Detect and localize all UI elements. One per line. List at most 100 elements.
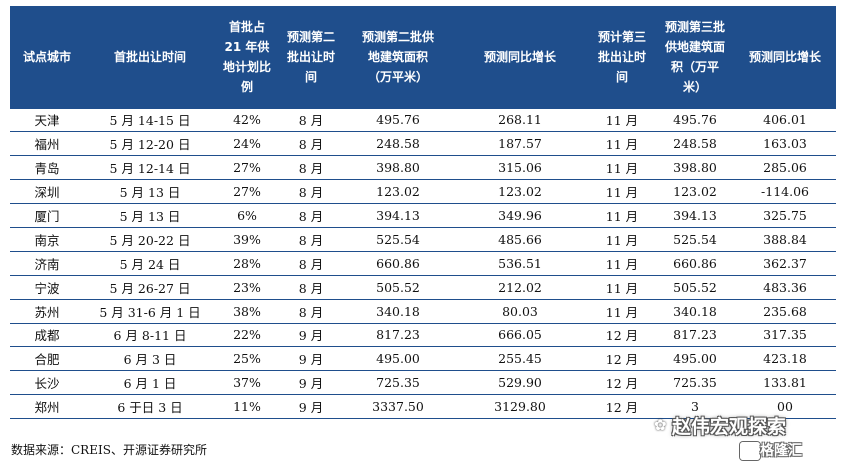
cell-second-batch-area: 725.35 [344,370,452,396]
cell-third-batch-growth: -114.06 [734,179,836,205]
table-row: 福州 5 月 12-20 日 24% 8 月 248.58 187.57 11 月 248.5… [10,131,836,157]
cell-second-batch-area: 248.58 [344,131,452,157]
cell-first-batch-time: 5 月 14-15 日 [84,107,216,133]
col-header-first-batch-time: 首批出让时间 [113,49,186,64]
table-row: 青岛 5 月 12-14 日 27% 8 月 398.80 315.06 11 月 398.8… [10,155,836,181]
cell-second-batch-area: 495.76 [344,107,452,133]
cell-third-batch-area: 505.52 [656,275,734,300]
cell-third-batch-growth: 388.84 [734,227,836,252]
cell-first-batch-ratio: 11% [216,394,278,420]
table-row: 南京 5 月 20-22 日 39% 8 月 525.54 485.66 11 月 525.5… [10,227,836,252]
cell-third-batch-time: 12 月 [588,370,656,396]
cell-third-batch-area: 495.76 [656,107,734,133]
cell-first-batch-time: 5 月 13 日 [84,179,216,205]
table-row: 成都 6 月 8-11 日 22% 9 月 817.23 666.05 12 月 817.23… [10,323,836,348]
cell-second-batch-time: 9 月 [278,394,344,420]
cell-second-batch-time: 8 月 [278,203,344,228]
table-row: 深圳 5 月 13 日 27% 8 月 123.02 123.02 11 月 123.02 -1… [10,179,836,205]
col-header-third-batch-time: 预计第三 批出让时 间 [597,29,646,84]
table-row: 长沙 6 月 1 日 37% 9 月 725.35 529.90 12 月 725.35 133… [10,370,836,396]
cell-third-batch-area: 248.58 [656,131,734,157]
cell-third-batch-growth: 163.03 [734,131,836,157]
cell-first-batch-ratio: 28% [216,251,278,276]
table-row: 宁波 5 月 26-27 日 23% 8 月 505.52 212.02 11 月 505.5… [10,275,836,300]
cell-second-batch-growth: 315.06 [452,155,588,181]
cell-third-batch-time: 11 月 [588,251,656,276]
col-header-third-batch-area: 预测第三批 供地建筑面 积（万平 米） [664,19,725,94]
cell-third-batch-area: 340.18 [656,299,734,324]
cell-second-batch-growth: 268.11 [452,107,588,133]
cell-third-batch-time: 11 月 [588,275,656,300]
cell-second-batch-area: 525.54 [344,227,452,252]
cell-first-batch-time: 5 月 12-14 日 [84,155,216,181]
cell-third-batch-time: 11 月 [588,107,656,133]
cell-third-batch-time: 11 月 [588,155,656,181]
cell-second-batch-time: 8 月 [278,251,344,276]
data-source-note: 数据来源：CREIS、开源证券研究所 [11,443,207,457]
header-row: 试点城市 首批出让时间 首批占 21 年供 地计划比 例 预测第二 批出让时 间… [10,6,836,108]
cell-third-batch-growth: 133.81 [734,370,836,396]
cell-second-batch-growth: 255.45 [452,346,588,372]
table-row: 济南 5 月 24 日 28% 8 月 660.86 536.51 11 月 660.86 36… [10,251,836,276]
data-table-container: 试点城市 首批出让时间 首批占 21 年供 地计划比 例 预测第二 批出让时 间… [10,6,836,420]
cell-first-batch-ratio: 38% [216,299,278,324]
cell-third-batch-area: 725.35 [656,370,734,396]
cell-city: 福州 [10,131,84,157]
cell-second-batch-area: 660.86 [344,251,452,276]
cell-third-batch-time: 11 月 [588,179,656,205]
cell-third-batch-area: 495.00 [656,346,734,372]
cell-second-batch-area: 495.00 [344,346,452,372]
cell-first-batch-time: 5 月 24 日 [84,251,216,276]
cell-first-batch-ratio: 42% [216,107,278,133]
cell-third-batch-area: 394.13 [656,203,734,228]
cell-city: 宁波 [10,275,84,300]
table-row: 天津 5 月 14-15 日 42% 8 月 495.76 268.11 11 月 495.7… [10,107,836,133]
cell-second-batch-growth: 666.05 [452,323,588,348]
cell-first-batch-time: 6 月 1 日 [84,370,216,396]
cell-second-batch-area: 123.02 [344,179,452,205]
cell-third-batch-area: 660.86 [656,251,734,276]
col-header-second-batch-area: 预测第二批供 地建筑面积 （万平米） [361,29,434,84]
cell-first-batch-time: 6 月 8-11 日 [84,323,216,348]
cell-third-batch-growth: 362.37 [734,251,836,276]
cell-first-batch-ratio: 27% [216,155,278,181]
cell-third-batch-time: 11 月 [588,131,656,157]
cell-second-batch-time: 9 月 [278,370,344,396]
cell-second-batch-time: 8 月 [278,179,344,205]
cell-second-batch-time: 8 月 [278,131,344,157]
cell-first-batch-time: 6 于日 3 日 [84,394,216,420]
cell-city: 南京 [10,227,84,252]
cell-second-batch-growth: 529.90 [452,370,588,396]
cell-third-batch-growth: 285.06 [734,155,836,181]
cell-third-batch-time: 11 月 [588,299,656,324]
cell-third-batch-growth: 00 [734,394,836,420]
cell-third-batch-area: 3 [656,394,734,420]
cell-city: 济南 [10,251,84,276]
cell-city: 厦门 [10,203,84,228]
cell-second-batch-growth: 485.66 [452,227,588,252]
cell-second-batch-growth: 3129.80 [452,394,588,420]
cell-city: 长沙 [10,370,84,396]
cell-first-batch-time: 5 月 26-27 日 [84,275,216,300]
cell-second-batch-area: 394.13 [344,203,452,228]
table-header: 试点城市 首批出让时间 首批占 21 年供 地计划比 例 预测第二 批出让时 间… [10,6,836,108]
cell-city: 合肥 [10,346,84,372]
cell-first-batch-ratio: 23% [216,275,278,300]
cell-third-batch-growth: 423.18 [734,346,836,372]
table-body: 天津 5 月 14-15 日 42% 8 月 495.76 268.11 11 月 495.7… [10,107,836,420]
table-row: 苏州 5 月 31-6 月 1 日 38% 8 月 340.18 80.03 11 月 340… [10,299,836,324]
col-header-third-batch-growth: 预测同比增长 [748,49,821,64]
watermark-brand: 格隆汇 [760,443,802,459]
cell-city: 青岛 [10,155,84,181]
col-header-city: 试点城市 [22,49,71,64]
cell-city: 成都 [10,323,84,348]
cell-city: 苏州 [10,299,84,324]
table-row: 合肥 6 月 3 日 25% 9 月 495.00 255.45 12 月 495.00 423… [10,346,836,372]
cell-first-batch-time: 5 月 20-22 日 [84,227,216,252]
cell-third-batch-time: 11 月 [588,203,656,228]
cell-third-batch-area: 525.54 [656,227,734,252]
cell-first-batch-time: 6 月 3 日 [84,346,216,372]
cell-third-batch-growth: 317.35 [734,323,836,348]
cell-second-batch-area: 340.18 [344,299,452,324]
cell-third-batch-area: 817.23 [656,323,734,348]
